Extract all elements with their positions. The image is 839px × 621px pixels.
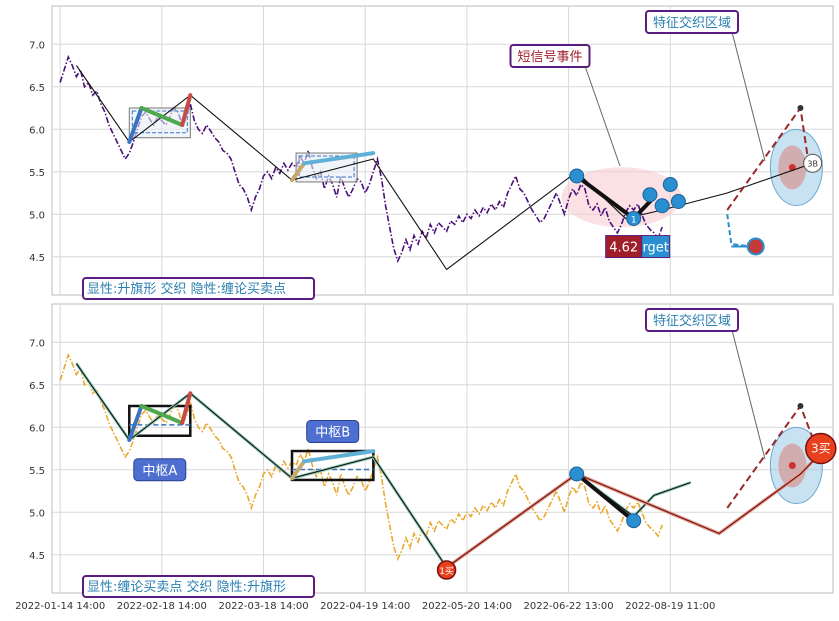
prediction-end-label: 3B bbox=[807, 159, 818, 168]
pivot-marker-label: 1 bbox=[631, 216, 637, 226]
pattern-label: 显性:缠论买卖点 交织 隐性:升旗形 bbox=[87, 579, 286, 595]
y-tick-label: 6.0 bbox=[29, 125, 45, 136]
y-tick-label: 6.5 bbox=[29, 381, 45, 392]
highlight-segment bbox=[302, 151, 376, 166]
callout-text: 短信号事件 bbox=[517, 50, 582, 65]
x-axis: 2022-01-14 14:00 2022-02-18 14:00 2022-03-… bbox=[15, 601, 715, 612]
highlight-segment bbox=[574, 472, 636, 523]
pattern-label-box bbox=[82, 575, 315, 598]
top-panel: 4.5 5.0 5.5 6.0 6.5 7.0 1 3B 4.62 rget 短信号事件 特征交织区域… bbox=[29, 5, 834, 300]
plot-frame bbox=[51, 5, 834, 296]
highlight-segment bbox=[574, 174, 636, 221]
signal-marker bbox=[805, 432, 837, 465]
y-tick-label: 7.0 bbox=[29, 338, 45, 349]
pivot-marker bbox=[654, 198, 670, 214]
x-tick-label: 2022-03-18 14:00 bbox=[218, 601, 308, 612]
pivot-marker bbox=[569, 168, 585, 184]
highlight-segment bbox=[139, 404, 185, 425]
y-tick-label: 5.5 bbox=[29, 466, 45, 477]
stroke-line bbox=[75, 363, 691, 569]
callout-text: 特征交织区域 bbox=[653, 313, 731, 329]
signal-label: 1买 bbox=[439, 566, 454, 577]
prediction-end-marker bbox=[803, 153, 823, 173]
callout-arrow bbox=[731, 31, 766, 162]
feature-center-dot bbox=[788, 462, 796, 469]
pivot-marker bbox=[626, 513, 642, 529]
pivot-marker bbox=[670, 194, 686, 209]
signal-marker bbox=[436, 560, 457, 580]
pivot-marker bbox=[642, 187, 658, 203]
zhongshu-label-box bbox=[133, 458, 187, 482]
x-tick-label: 2022-01-14 14:00 bbox=[15, 601, 105, 612]
pattern-label-box bbox=[82, 277, 315, 300]
y-tick-label: 7.0 bbox=[29, 40, 45, 51]
pivot-marker bbox=[662, 177, 678, 192]
y-tick-label: 6.0 bbox=[29, 423, 45, 434]
callout-box bbox=[509, 44, 591, 68]
y-tick-label: 5.0 bbox=[29, 210, 45, 221]
signal-label: 3买 bbox=[811, 442, 831, 456]
plot-frame bbox=[51, 303, 834, 594]
zhongshu-label: 中枢B bbox=[315, 426, 350, 441]
highlight-segment bbox=[127, 106, 144, 144]
target-text: rget bbox=[642, 241, 668, 256]
y-tick-label: 5.5 bbox=[29, 168, 45, 179]
zhongshu-label: 中枢A bbox=[142, 464, 177, 479]
x-tick-label: 2022-06-22 13:00 bbox=[524, 601, 614, 612]
pivot-marker bbox=[569, 466, 585, 482]
prediction-peak bbox=[797, 403, 804, 409]
prediction-peak bbox=[797, 105, 804, 111]
zhongshu-inner-box bbox=[298, 155, 355, 178]
callout-arrow bbox=[584, 65, 621, 167]
target-text-box bbox=[641, 235, 671, 259]
y-tick-label: 4.5 bbox=[29, 551, 45, 562]
highlight-segment bbox=[290, 459, 307, 481]
x-tick-label: 2022-05-20 14:00 bbox=[422, 601, 512, 612]
target-marker bbox=[746, 237, 765, 256]
y-tick-label: 4.5 bbox=[29, 253, 45, 264]
highlight-segment bbox=[180, 391, 193, 425]
zhongshu-box bbox=[290, 449, 375, 482]
x-tick-label: 2022-02-18 14:00 bbox=[117, 601, 207, 612]
y-tick-label: 6.5 bbox=[29, 83, 45, 94]
y-tick-label: 5.0 bbox=[29, 508, 45, 519]
callout-box bbox=[645, 308, 739, 332]
pattern-label: 显性:升旗形 交织 隐性:缠论买卖点 bbox=[87, 281, 286, 297]
x-tick-label: 2022-04-19 14:00 bbox=[320, 601, 410, 612]
x-tick-label: 2022-08-19 11:00 bbox=[625, 601, 715, 612]
pivot-marker bbox=[626, 211, 642, 226]
highlight-segment bbox=[139, 106, 185, 127]
target-price: 4.62 bbox=[609, 241, 638, 256]
callout-text: 特征交织区域 bbox=[653, 15, 731, 31]
highlight-segment bbox=[290, 161, 307, 183]
callout-box bbox=[645, 10, 739, 34]
target-path bbox=[726, 214, 752, 248]
zhongshu-inner-box bbox=[131, 110, 188, 134]
highlight-segment bbox=[127, 404, 144, 442]
zhongshu-label-box bbox=[306, 420, 360, 443]
highlight-segment bbox=[302, 449, 376, 464]
callout-arrow bbox=[731, 329, 766, 460]
highlight-segment bbox=[180, 93, 193, 127]
zhongshu-box bbox=[128, 404, 192, 437]
bi-line bbox=[446, 460, 814, 568]
